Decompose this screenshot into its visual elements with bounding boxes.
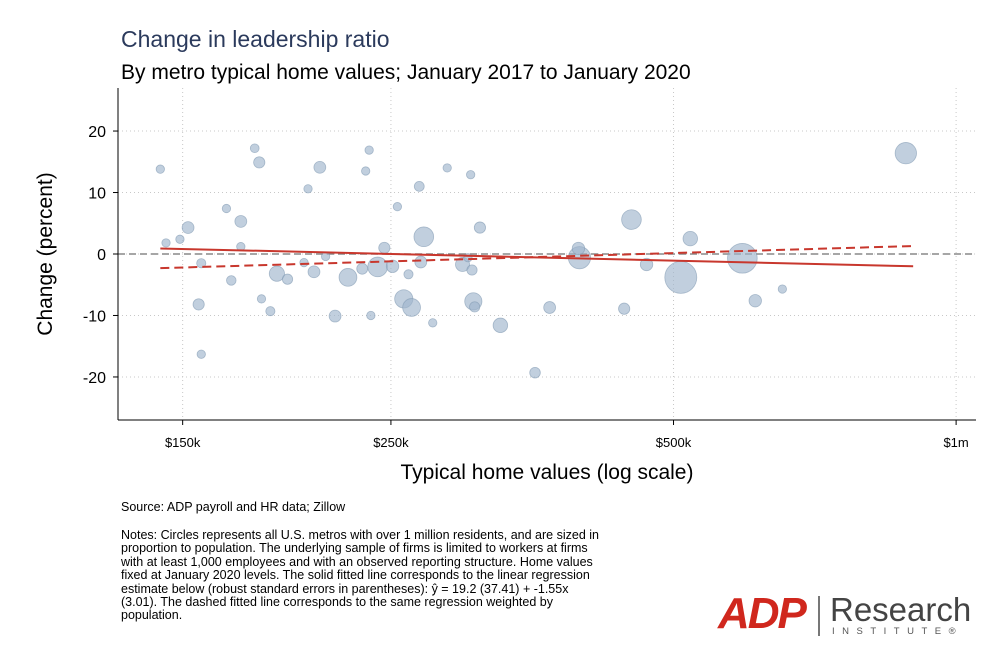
metro-bubble — [621, 209, 642, 230]
x-axis-title: Typical home values (log scale) — [401, 461, 694, 484]
metro-bubble — [299, 258, 309, 268]
metro-bubble — [466, 264, 478, 276]
metro-bubble — [618, 302, 631, 315]
metro-bubble — [321, 251, 331, 262]
methodology-notes: Notes: Circles represents all U.S. metro… — [121, 528, 599, 623]
adp-research-institute-logo: ADP Research INSTITUTE® — [718, 589, 972, 642]
metro-bubble — [543, 301, 556, 314]
logo-institute-text: INSTITUTE® — [832, 626, 964, 637]
metro-bubble — [338, 268, 358, 287]
metro-bubble — [234, 215, 248, 228]
metro-bubble — [777, 284, 787, 294]
source-note: Source: ADP payroll and HR data; Zillow — [121, 500, 346, 514]
metro-bubble — [682, 230, 698, 247]
metro-bubble — [303, 184, 313, 194]
metro-bubble — [196, 258, 207, 269]
metro-bubble — [727, 243, 758, 274]
metro-bubble — [226, 275, 237, 286]
metro-bubble — [385, 259, 400, 273]
metro-bubble — [181, 221, 195, 234]
chart-title: Change in leadership ratio — [121, 26, 390, 52]
y-tick-label: 20 — [88, 124, 106, 141]
x-tick-label: $1m — [943, 435, 968, 450]
metro-bubble — [361, 166, 371, 176]
unweighted-fit-line — [160, 247, 914, 268]
metro-bubble — [748, 294, 762, 308]
x-tick-label: $500k — [656, 435, 692, 450]
metro-bubble — [192, 298, 205, 311]
metro-bubble — [155, 164, 165, 174]
y-tick-label: 10 — [88, 186, 106, 203]
metro-bubble — [328, 309, 342, 323]
metro-bubble — [413, 226, 435, 248]
metro-bubble — [529, 366, 541, 379]
chart-subtitle: By metro typical home values; January 20… — [121, 61, 691, 84]
metro-bubble — [413, 181, 425, 192]
logo-divider — [818, 596, 820, 636]
metro-bubble — [414, 255, 428, 269]
metro-bubble — [265, 306, 276, 317]
metro-bubble — [664, 260, 698, 294]
y-tick-label: -10 — [83, 308, 106, 325]
metro-bubble — [307, 265, 321, 279]
metro-bubble — [402, 298, 421, 317]
metro-bubble — [249, 143, 260, 154]
metro-bubble — [403, 269, 414, 280]
y-tick-label: 0 — [97, 247, 106, 264]
metro-bubble — [175, 234, 185, 244]
metro-bubble — [268, 265, 285, 282]
x-tick-label: $150k — [165, 435, 201, 450]
metro-bubble — [313, 160, 327, 174]
metro-bubble — [281, 273, 294, 285]
metro-bubble — [364, 145, 374, 155]
metro-bubble — [221, 203, 232, 214]
metro-bubble — [253, 156, 266, 169]
y-tick-label: -20 — [83, 370, 106, 387]
metro-bubble — [469, 301, 481, 313]
metro-bubble — [571, 241, 586, 256]
x-tick-label: $250k — [373, 435, 409, 450]
logo-research-text: Research — [830, 591, 972, 628]
metro-bubble — [392, 202, 402, 212]
metro-bubble — [367, 256, 388, 278]
metro-bubble — [366, 310, 376, 321]
adp-logo-text: ADP — [718, 589, 807, 638]
metro-bubble — [161, 238, 171, 248]
metro-bubble — [466, 170, 476, 180]
metro-bubble — [473, 221, 486, 234]
metro-bubble — [378, 241, 391, 254]
metro-bubble — [256, 294, 267, 304]
metro-bubble — [196, 349, 206, 359]
metro-bubble — [428, 318, 438, 328]
metro-bubble — [894, 142, 917, 165]
metro-bubble — [492, 317, 509, 333]
metro-bubble — [442, 163, 452, 173]
metro-bubble — [356, 262, 369, 275]
y-axis-title: Change (percent) — [34, 172, 57, 335]
metro-bubble — [639, 257, 654, 272]
scatter-chart: 20 10 0 -10 -20 $150k $250k $500k $1m Typical hom… — [34, 88, 976, 484]
